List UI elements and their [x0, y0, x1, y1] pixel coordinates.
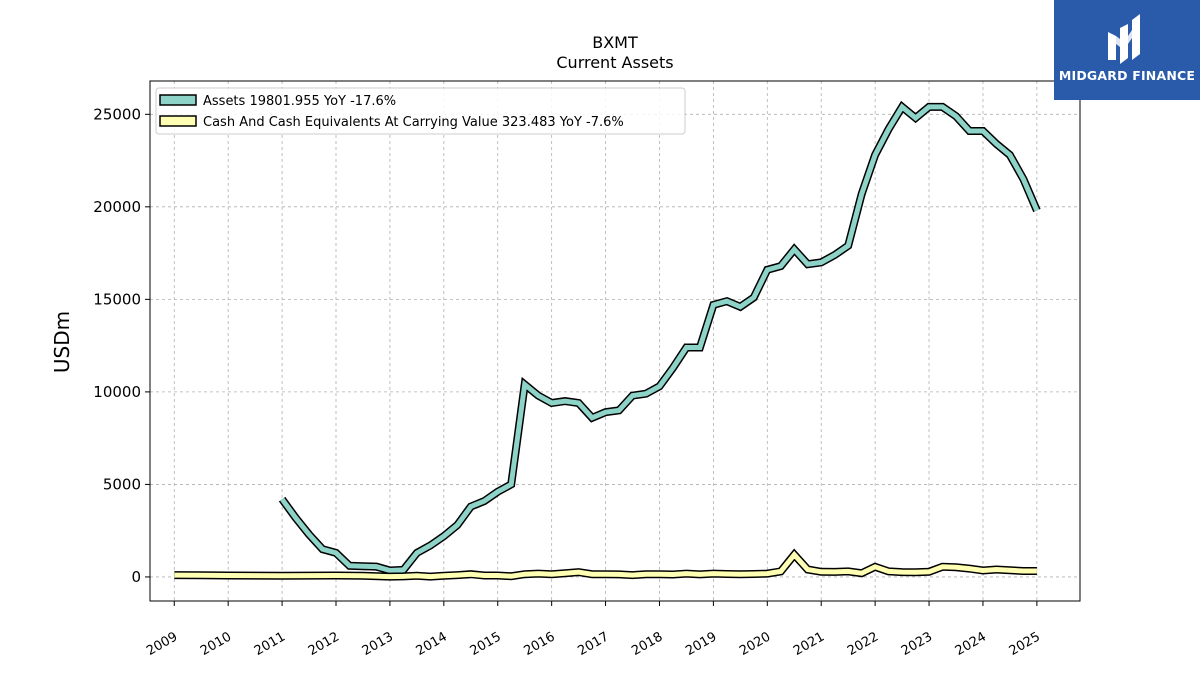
- x-tick-label: 2022: [845, 629, 881, 659]
- logo-mark-icon: [1108, 14, 1140, 64]
- x-tick-label: 2020: [737, 629, 773, 659]
- x-tick-label: 2017: [575, 629, 611, 659]
- y-tick-label: 25000: [93, 105, 141, 123]
- grid: [150, 81, 1080, 601]
- legend: Assets 19801.955 YoY -17.6% Cash And Cash…: [155, 87, 686, 135]
- x-tick-label: 2023: [899, 629, 935, 659]
- x-tick-label: 2014: [414, 629, 450, 659]
- x-tick-label: 2011: [252, 629, 288, 659]
- y-axis-label: USDm: [50, 311, 74, 373]
- x-tick-label: 2025: [1007, 629, 1043, 659]
- logo-text: MIDGARD FINANCE: [1058, 68, 1196, 83]
- legend-label: Cash And Cash Equivalents At Carrying Va…: [203, 115, 624, 130]
- chart-subtitle: Current Assets: [556, 53, 673, 72]
- y-tick-label: 10000: [93, 383, 141, 401]
- x-tick-label: 2018: [629, 629, 665, 659]
- plot-frame: [149, 80, 1081, 602]
- y-tick-label: 20000: [93, 198, 141, 216]
- y-axis-ticks: 0 5000 10000 15000 20000 25000: [93, 105, 150, 586]
- series-line-0: [280, 103, 1040, 574]
- x-tick-label: 2010: [198, 629, 234, 659]
- legend-swatch: [159, 94, 197, 106]
- midgard-finance-logo: MIDGARD FINANCE: [1054, 0, 1200, 100]
- x-tick-label: 2013: [360, 629, 396, 659]
- series-layer: [174, 100, 1041, 581]
- legend-box: [155, 87, 686, 135]
- chart-title: BXMT: [592, 33, 638, 52]
- x-tick-label: 2009: [144, 629, 180, 659]
- x-tick-label: 2021: [791, 629, 827, 659]
- x-tick-label: 2024: [953, 629, 989, 659]
- y-tick-label: 15000: [93, 290, 141, 308]
- legend-swatch: [159, 115, 197, 127]
- x-axis-ticks: 2009 2010 2011 2012 2013 2014 2015 2016 2017 2018…: [144, 601, 1043, 659]
- y-tick-label: 5000: [103, 475, 141, 493]
- y-tick-label: 0: [131, 568, 141, 586]
- series-outline: [278, 100, 1041, 575]
- x-tick-label: 2019: [683, 629, 719, 659]
- legend-label: Assets 19801.955 YoY -17.6%: [203, 94, 396, 109]
- series-line-1: [174, 550, 1037, 580]
- x-tick-label: 2015: [468, 629, 504, 659]
- x-tick-label: 2016: [521, 629, 557, 659]
- x-tick-label: 2012: [306, 629, 342, 659]
